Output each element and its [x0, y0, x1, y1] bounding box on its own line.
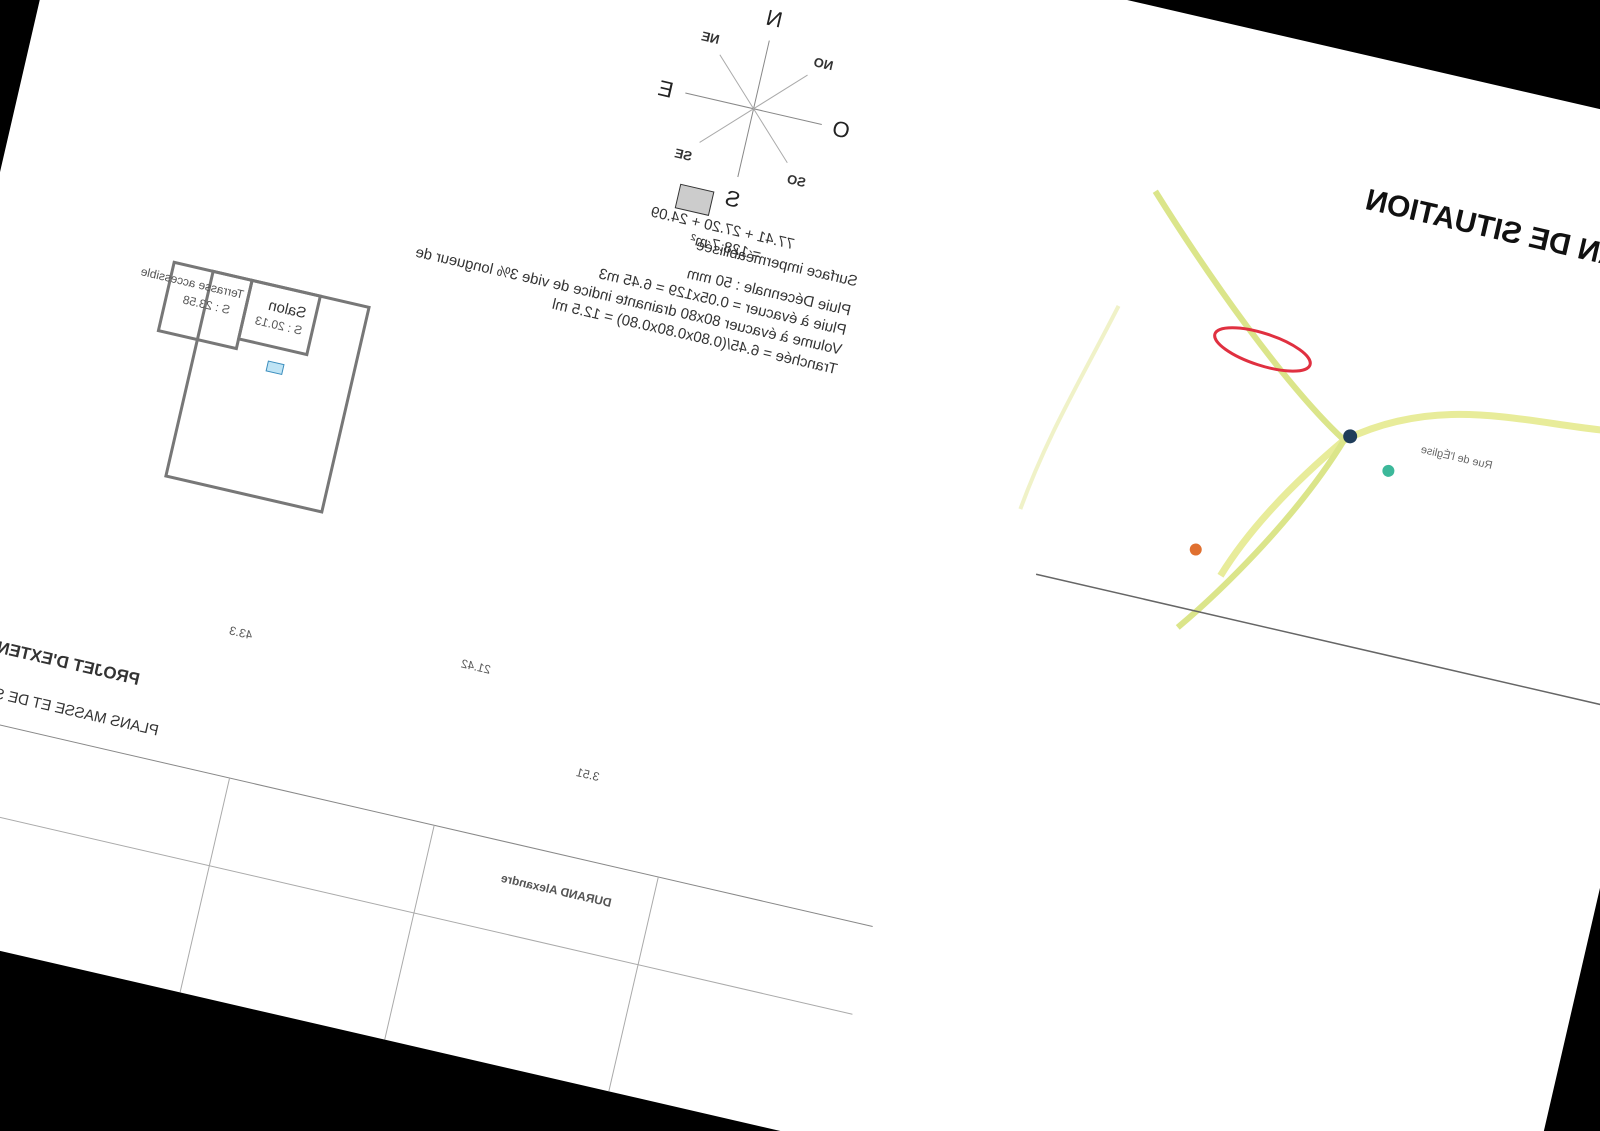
map-pin [1382, 464, 1395, 477]
compass-label: NO [812, 54, 834, 73]
compass-label: N [764, 5, 785, 33]
compass-label: SE [673, 145, 694, 164]
dimension: 3.51 [575, 765, 601, 784]
compass-label: O [830, 115, 852, 143]
map-border [1035, 573, 1600, 706]
room [156, 260, 254, 351]
compass-label: E [656, 75, 676, 103]
compass-line [719, 54, 788, 163]
title-block: PROJET D'EXTENSION PLANS MASSE ET DE SIT… [0, 628, 873, 1092]
compass: N E S O NE SE SO NO [656, 5, 853, 213]
map-title: 1 - PLAN DE SITUATION [1362, 183, 1600, 292]
compass-label: SO [786, 171, 808, 190]
dimension: 43.3 [228, 623, 254, 642]
project-title: PROJET D'EXTENSION [0, 628, 142, 689]
compass-label: S [723, 185, 743, 213]
road [1217, 410, 1600, 578]
skylight [265, 360, 285, 376]
road [1175, 438, 1347, 630]
map-pin [1343, 429, 1358, 444]
road [1018, 305, 1121, 510]
drainage-notes: Surface imperméabilisée 77.41 + 27.20 + … [414, 183, 859, 378]
road [1152, 189, 1347, 443]
frame-line [384, 825, 435, 1040]
site-marker [1213, 326, 1312, 373]
frame-line [179, 777, 231, 993]
compass-label: NE [700, 28, 721, 47]
dimension: 21.42 [459, 656, 492, 676]
mini-plan [674, 183, 715, 216]
frame-line [0, 784, 853, 1015]
owner-name: DURAND Alexandre [499, 871, 612, 910]
street-label: Rue de l'Église [1420, 443, 1494, 472]
map-pin [1189, 543, 1202, 556]
frame-line [608, 876, 659, 1092]
situation-map: 1 - PLAN DE SITUATION Rue de l'Église [1018, 183, 1600, 706]
floor-plan: Salon S : 20.13 Terrasse accessible S : … [139, 260, 601, 784]
frame-line [0, 696, 873, 927]
